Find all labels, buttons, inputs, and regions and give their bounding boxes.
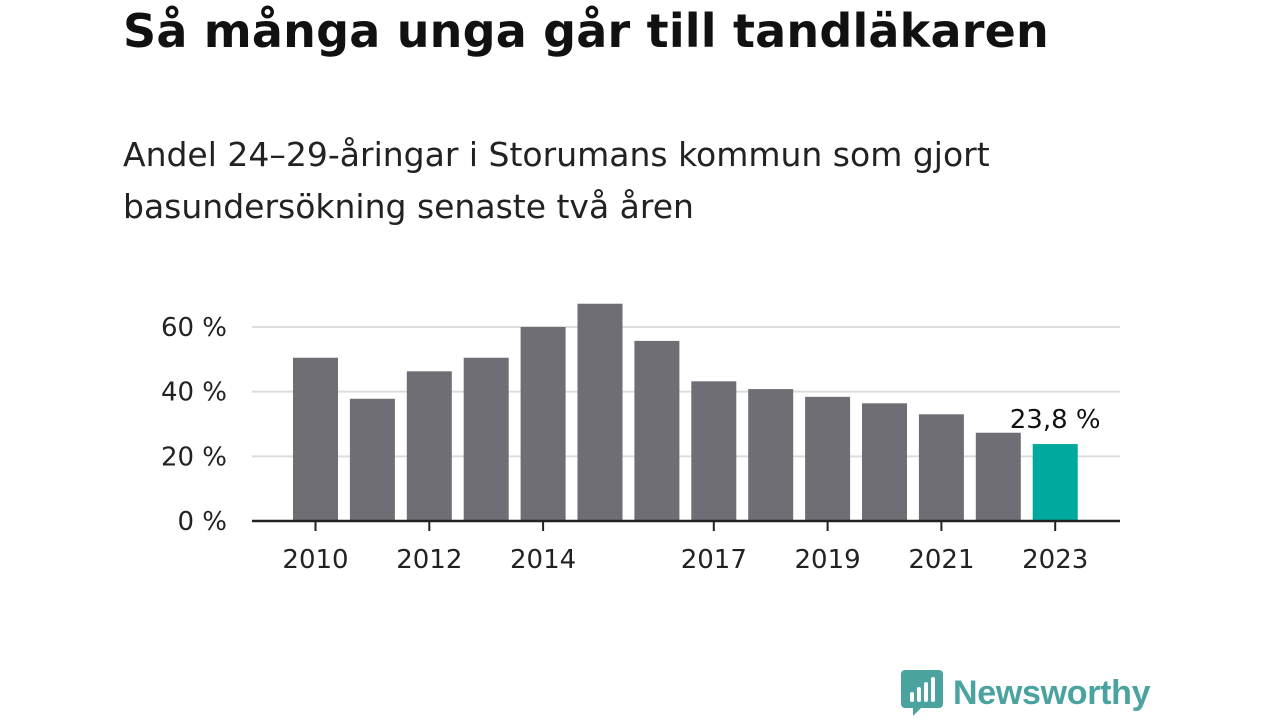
bar (748, 389, 794, 521)
bar (577, 303, 623, 521)
chart-title: Så många unga går till tandläkaren (123, 4, 1049, 58)
bar (406, 371, 452, 521)
x-tick-label: 2012 (396, 545, 462, 575)
bar (520, 327, 566, 521)
x-tick-label: 2021 (908, 545, 974, 575)
x-tick-label: 2014 (510, 545, 576, 575)
bar (918, 414, 964, 521)
newsworthy-logo-icon (901, 670, 943, 716)
bar (293, 357, 338, 521)
x-tick-label: 2023 (1022, 545, 1088, 575)
bar (975, 432, 1021, 521)
bar (805, 396, 851, 521)
x-tick-label: 2019 (795, 545, 861, 575)
data-label: 23,8 % (1010, 405, 1101, 435)
y-tick-label: 40 % (161, 378, 227, 408)
bar (634, 340, 680, 521)
newsworthy-logo: Newsworthy (901, 670, 1151, 716)
x-tick-label: 2010 (282, 545, 348, 575)
x-tick-label: 2017 (681, 545, 747, 575)
bar (691, 381, 737, 521)
bar (1032, 444, 1078, 521)
bar (862, 403, 907, 521)
y-tick-label: 20 % (161, 442, 227, 472)
y-tick-label: 60 % (161, 313, 227, 343)
chart-subtitle: Andel 24–29-åringar i Storumans kommun s… (123, 135, 990, 226)
newsworthy-logo-text: Newsworthy (953, 673, 1151, 712)
y-tick-label: 0 % (177, 507, 227, 537)
bar (463, 357, 509, 521)
bar (349, 398, 395, 521)
